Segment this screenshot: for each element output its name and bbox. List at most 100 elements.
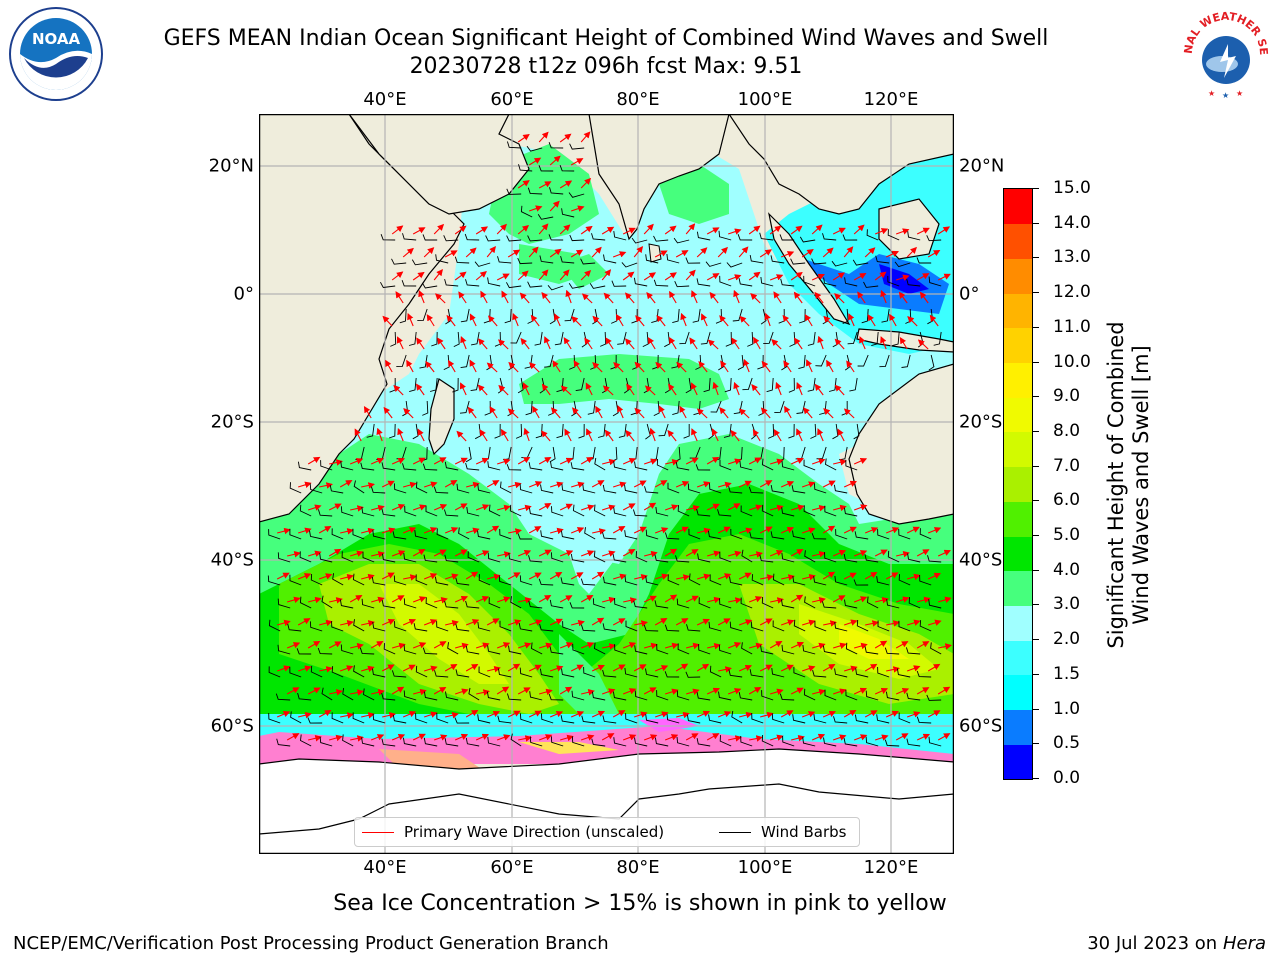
wind-barb	[404, 505, 417, 517]
wind-barb	[417, 308, 428, 322]
wind-barb	[810, 423, 817, 439]
wave-direction-arrow	[848, 313, 855, 327]
colorbar-tick-mark	[1033, 673, 1039, 675]
wave-direction-arrow	[654, 527, 669, 534]
wave-direction-arrow	[541, 291, 551, 304]
wave-direction-arrow	[592, 315, 603, 327]
wind-barb	[414, 530, 428, 540]
wave-direction-arrow	[361, 620, 375, 627]
wind-barb	[602, 532, 617, 540]
wave-direction-arrow	[748, 596, 763, 603]
wind-barb	[289, 666, 302, 678]
wind-barb	[919, 528, 932, 540]
wind-barb	[580, 578, 596, 586]
legend-item-wind-barbs: Wind Barbs	[719, 823, 846, 841]
wind-barb	[434, 670, 449, 678]
wind-barb	[751, 712, 764, 724]
wave-direction-arrow	[790, 225, 803, 235]
wind-barb	[454, 256, 470, 264]
wind-barb	[803, 688, 816, 701]
wave-direction-arrow	[790, 594, 804, 603]
wave-direction-arrow	[580, 456, 594, 465]
wind-barb	[842, 308, 849, 325]
wind-barb	[332, 573, 344, 586]
wave-direction-arrow	[475, 504, 490, 511]
wave-direction-arrow	[466, 481, 480, 489]
wave-direction-arrow	[602, 643, 616, 650]
wave-direction-arrow	[580, 177, 592, 189]
wave-direction-arrow	[780, 619, 795, 626]
wave-direction-arrow	[916, 227, 930, 235]
wave-direction-arrow	[727, 274, 742, 281]
wind-barb	[788, 377, 795, 393]
wave-direction-arrow	[585, 382, 593, 396]
wind-barb	[460, 354, 470, 369]
wave-direction-arrow	[402, 527, 417, 534]
wave-direction-arrow	[435, 293, 446, 304]
black-line-icon	[719, 832, 751, 833]
wave-direction-arrow	[580, 131, 591, 143]
wave-direction-arrow	[613, 362, 624, 373]
wind-barb	[771, 668, 785, 678]
wave-direction-arrow	[328, 548, 342, 557]
wave-direction-arrow	[749, 551, 763, 558]
wind-barb	[549, 599, 564, 609]
wind-barb	[842, 234, 858, 241]
wind-barb	[506, 282, 522, 289]
wave-direction-arrow	[433, 457, 447, 465]
colorbar-tick-mark	[1033, 396, 1039, 398]
wave-direction-arrow	[803, 407, 813, 419]
wind-barb	[697, 553, 711, 563]
wave-direction-arrow	[415, 383, 425, 396]
wind-barb	[677, 505, 690, 517]
wind-barb	[799, 236, 816, 243]
wind-barb	[526, 145, 543, 152]
wave-direction-arrow	[750, 293, 761, 304]
wave-direction-arrow	[791, 504, 805, 511]
colorbar-tick-label: 9.0	[1053, 386, 1081, 407]
wave-direction-arrow	[517, 133, 530, 143]
wind-barb	[907, 231, 921, 241]
wave-direction-arrow	[733, 381, 740, 396]
wind-barb	[723, 423, 732, 438]
wind-barb	[707, 530, 722, 540]
wave-direction-arrow	[423, 527, 438, 534]
wave-direction-arrow	[633, 526, 647, 534]
wave-direction-arrow	[775, 381, 782, 396]
wind-barb	[403, 553, 417, 563]
wave-direction-arrow	[528, 526, 542, 534]
wave-direction-arrow	[507, 408, 519, 419]
wave-direction-arrow	[834, 384, 845, 396]
wind-barb	[287, 623, 302, 632]
wave-direction-arrow	[601, 688, 616, 695]
wave-direction-arrow	[643, 272, 657, 281]
wave-direction-arrow	[381, 572, 395, 580]
wave-direction-arrow	[298, 711, 312, 719]
wave-direction-arrow	[907, 316, 918, 327]
wave-direction-arrow	[528, 205, 543, 212]
wind-barb	[833, 484, 848, 494]
legend-item-primary-wave: Primary Wave Direction (unscaled)	[362, 823, 664, 841]
wave-direction-arrow	[886, 666, 900, 673]
lon-label-bottom: 60°E	[490, 857, 534, 878]
wind-barb	[477, 484, 491, 494]
wave-direction-arrow	[467, 406, 477, 419]
wind-barb	[485, 235, 501, 242]
wind-barb	[677, 643, 690, 655]
wave-direction-arrow	[927, 710, 941, 718]
wind-barb	[593, 550, 606, 563]
lon-label-bottom: 80°E	[616, 857, 660, 878]
wind-barb	[510, 733, 522, 747]
wind-barb	[656, 458, 669, 471]
wind-barb	[594, 642, 606, 655]
wind-barb	[415, 481, 428, 494]
wind-barb	[834, 622, 848, 632]
wave-direction-arrow	[496, 642, 511, 649]
wave-direction-arrow	[812, 642, 826, 650]
wind-barb	[645, 423, 651, 440]
wave-direction-arrow	[528, 246, 539, 258]
wave-direction-arrow	[538, 503, 552, 511]
wave-direction-arrow	[874, 549, 888, 557]
wave-direction-arrow	[643, 687, 657, 695]
wind-barb	[289, 528, 302, 540]
